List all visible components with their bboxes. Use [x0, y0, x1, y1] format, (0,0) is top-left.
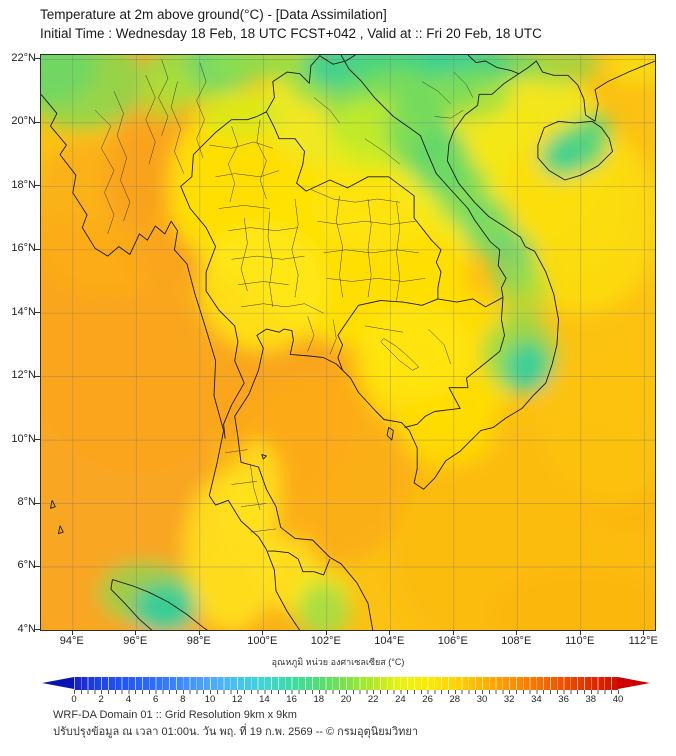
lat-tick-label: 16°N	[11, 242, 36, 255]
lat-tick-mark	[35, 502, 40, 504]
lat-tick-mark	[35, 312, 40, 314]
colorbar-tick-label: 28	[449, 694, 461, 705]
lon-tick-label: 94°E	[59, 635, 84, 647]
colorbar-tick-label: 6	[152, 694, 159, 705]
lon-tick-label: 100°E	[247, 635, 278, 647]
lon-tick-label: 102°E	[310, 635, 341, 647]
colorbar-gradient	[74, 677, 618, 690]
colorbar-tick-label: 40	[612, 694, 624, 705]
colorbar-tick-label: 10	[204, 694, 216, 705]
colorbar-segment-dividers	[74, 677, 618, 690]
lon-tick-mark	[325, 630, 327, 635]
colorbar-tick-label: 32	[503, 694, 515, 705]
country-borders	[180, 55, 519, 576]
lat-tick-mark	[35, 185, 40, 187]
colorbar-right-arrow	[618, 677, 650, 689]
lon-tick-label: 106°E	[437, 635, 468, 647]
colorbar-tick-label: 22	[367, 694, 379, 705]
lat-tick-mark	[35, 565, 40, 567]
lon-tick-label: 108°E	[501, 635, 532, 647]
colorbar-tick-label: 16	[286, 694, 297, 705]
footer-update-info: ปรับปรุงข้อมูล ณ เวลา 01:00น. วัน พฤ. ที…	[53, 726, 418, 738]
lon-tick-mark	[452, 630, 454, 635]
lon-tick-label: 96°E	[123, 635, 148, 647]
lat-tick-mark	[35, 439, 40, 441]
colorbar-tick-label: 0	[71, 694, 77, 705]
temperature-field	[41, 55, 655, 630]
colorbar-tick-label: 36	[558, 694, 569, 705]
colorbar-tick-label: 30	[476, 694, 488, 705]
lat-tick-label: 20°N	[11, 115, 36, 128]
colorbar-tick-label: 2	[98, 694, 104, 705]
lat-tick-mark	[35, 375, 40, 377]
page-subtitle: Initial Time : Wednesday 18 Feb, 18 UTC …	[40, 26, 542, 41]
lat-tick-label: 4°N	[17, 622, 36, 635]
lat-tick-label: 10°N	[11, 432, 36, 445]
footer-domain-info: WRF-DA Domain 01 :: Grid Resolution 9km …	[53, 709, 297, 721]
lon-tick-mark	[389, 630, 391, 635]
colorbar-tick-label: 14	[259, 694, 270, 705]
colorbar-tick-label: 20	[340, 694, 352, 705]
colorbar-tick-label: 34	[531, 694, 542, 705]
colorbar	[42, 677, 650, 690]
colorbar-tick-label: 4	[125, 694, 132, 705]
province-borders	[94, 59, 474, 533]
lon-tick-mark	[579, 630, 581, 635]
lat-tick-label: 8°N	[17, 496, 36, 509]
graticule	[41, 55, 655, 630]
lat-tick-mark	[35, 58, 40, 60]
lat-tick-mark	[35, 629, 40, 631]
temperature-map	[41, 55, 655, 630]
colorbar-tick-label: 26	[422, 694, 433, 705]
lat-tick-label: 6°N	[17, 559, 36, 572]
lake-outlines	[380, 338, 420, 371]
lon-tick-mark	[516, 630, 518, 635]
lat-tick-label: 22°N	[11, 51, 36, 64]
lat-tick-label: 18°N	[11, 178, 36, 191]
lat-tick-label: 14°N	[11, 305, 36, 318]
coastlines	[41, 60, 655, 630]
page-title: Temperature at 2m above ground(°C) - [Da…	[40, 7, 387, 22]
lat-tick-mark	[35, 248, 40, 250]
colorbar-tick-label: 12	[231, 694, 243, 705]
colorbar-tick-label: 24	[395, 694, 406, 705]
lon-tick-mark	[135, 630, 137, 635]
colorbar-title: อุณหภูมิ หน่วย องศาเซลเซียส (°C)	[271, 657, 405, 667]
colorbar-tick-label: 18	[313, 694, 325, 705]
lon-tick-mark	[262, 630, 264, 635]
lon-tick-label: 104°E	[374, 635, 405, 647]
map-canvas	[40, 54, 656, 631]
colorbar-tick-label: 8	[180, 694, 186, 705]
lon-tick-mark	[643, 630, 645, 635]
colorbar-minor-ticks	[74, 690, 619, 694]
lon-tick-mark	[71, 630, 73, 635]
map-svg	[41, 55, 655, 630]
colorbar-left-arrow	[42, 677, 74, 689]
colorbar-tick-label: 38	[585, 694, 597, 705]
lon-tick-mark	[198, 630, 200, 635]
lon-tick-label: 110°E	[565, 635, 595, 647]
lon-tick-label: 112°E	[628, 635, 658, 647]
lon-tick-label: 98°E	[186, 635, 211, 647]
lat-tick-mark	[35, 121, 40, 123]
lat-tick-label: 12°N	[11, 369, 36, 382]
